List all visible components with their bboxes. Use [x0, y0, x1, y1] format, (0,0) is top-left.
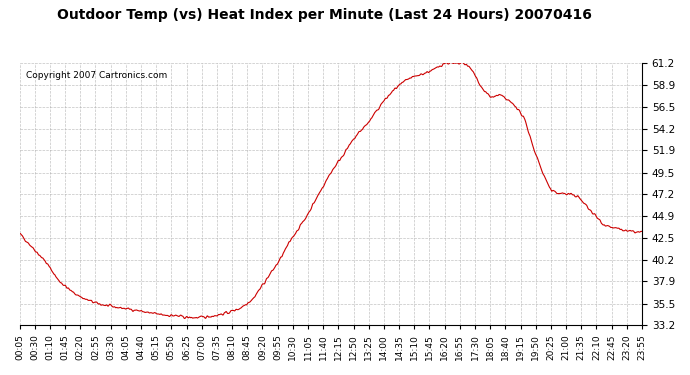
Text: Copyright 2007 Cartronics.com: Copyright 2007 Cartronics.com	[26, 71, 167, 80]
Text: Outdoor Temp (vs) Heat Index per Minute (Last 24 Hours) 20070416: Outdoor Temp (vs) Heat Index per Minute …	[57, 8, 592, 21]
